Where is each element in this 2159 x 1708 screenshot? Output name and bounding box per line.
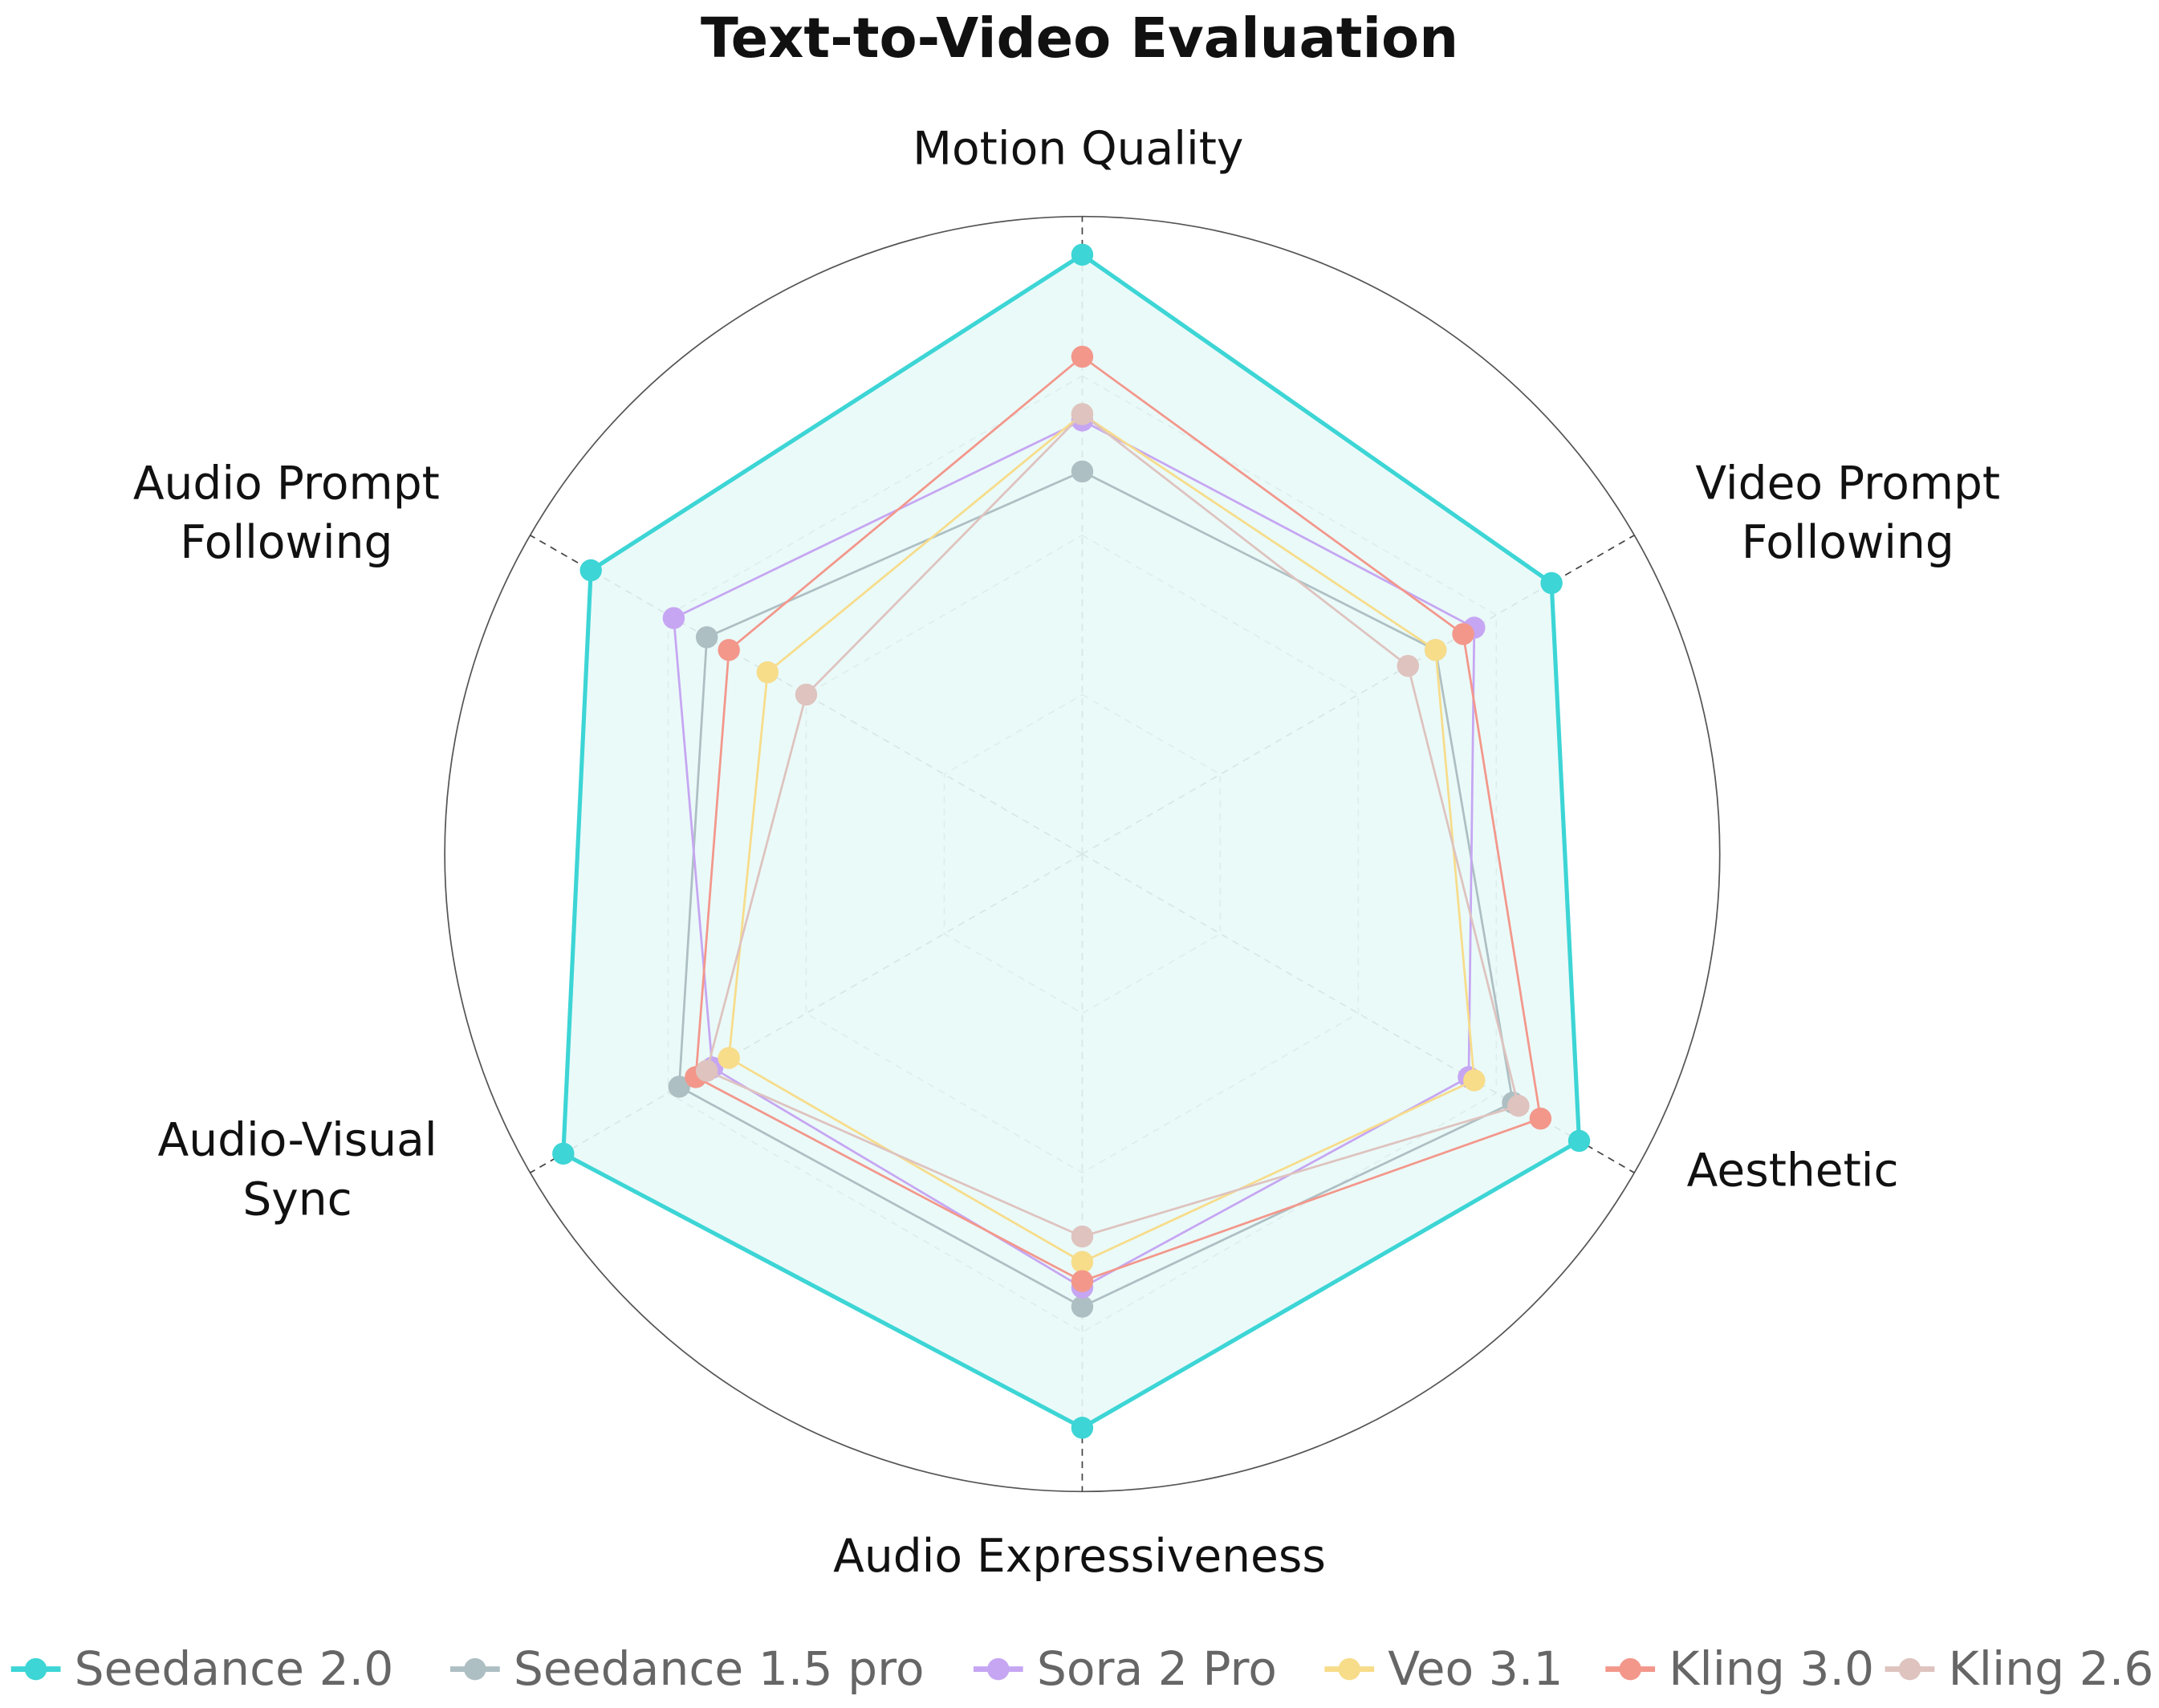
data-point bbox=[1071, 345, 1094, 368]
data-point bbox=[1397, 654, 1420, 677]
data-point bbox=[1071, 1270, 1094, 1292]
axis-label: Audio Expressiveness bbox=[833, 1527, 1326, 1582]
axis-label: Aesthetic bbox=[1686, 1142, 1899, 1197]
axis-label-box: Audio Expressiveness bbox=[833, 1527, 1326, 1582]
data-point bbox=[668, 1076, 690, 1098]
data-point bbox=[1071, 403, 1094, 425]
axis-label: Motion Quality bbox=[913, 120, 1244, 175]
legend-marker bbox=[1338, 1657, 1360, 1681]
data-point bbox=[756, 661, 779, 684]
data-point bbox=[1452, 623, 1474, 645]
data-point bbox=[718, 639, 740, 661]
legend-label: Veo 3.1 bbox=[1388, 1641, 1563, 1696]
data-point bbox=[1071, 1295, 1094, 1318]
axis-label-box: Video Prompt Following bbox=[1695, 456, 2001, 569]
data-point bbox=[718, 1047, 740, 1069]
legend-marker bbox=[1898, 1657, 1921, 1681]
data-point bbox=[1071, 243, 1094, 266]
axis-label: Video Prompt Following bbox=[1695, 456, 2001, 569]
legend-marker bbox=[24, 1657, 47, 1681]
legend-marker bbox=[1619, 1657, 1641, 1681]
data-point bbox=[1507, 1095, 1530, 1117]
data-point bbox=[662, 607, 685, 629]
series-polygon bbox=[561, 252, 1582, 1430]
axis-label-box: Aesthetic bbox=[1686, 1142, 1899, 1197]
data-point bbox=[1071, 460, 1094, 483]
data-point bbox=[1071, 1225, 1094, 1248]
data-point bbox=[1567, 1129, 1591, 1153]
legend-marker bbox=[464, 1657, 486, 1681]
data-point bbox=[1071, 1417, 1094, 1439]
axis-label-box: Audio Prompt Following bbox=[132, 456, 440, 569]
data-point bbox=[552, 1142, 575, 1165]
data-point bbox=[1540, 571, 1563, 595]
legend-marker bbox=[987, 1657, 1010, 1681]
data-point bbox=[695, 626, 718, 649]
legend-label: Kling 3.0 bbox=[1669, 1641, 1874, 1696]
data-point bbox=[1424, 639, 1447, 661]
legend-label: Kling 2.6 bbox=[1949, 1641, 2154, 1696]
data-point bbox=[1071, 1250, 1094, 1274]
axis-label-box: Motion Quality bbox=[913, 120, 1244, 175]
axis-label: Audio Prompt Following bbox=[132, 456, 440, 569]
data-point bbox=[1529, 1107, 1552, 1130]
legend-label: Seedance 2.0 bbox=[75, 1641, 394, 1696]
data-point bbox=[1463, 1069, 1486, 1092]
data-point bbox=[695, 1059, 718, 1082]
data-point bbox=[795, 683, 818, 706]
legend-label: Seedance 1.5 pro bbox=[514, 1641, 925, 1696]
axis-label-box: Audio-Visual Sync bbox=[157, 1112, 437, 1226]
chart-title: Text-to-Video Evaluation bbox=[701, 6, 1458, 71]
axis-label: Audio-Visual Sync bbox=[157, 1112, 437, 1226]
legend-label: Sora 2 Pro bbox=[1037, 1641, 1277, 1696]
data-point bbox=[579, 559, 602, 582]
